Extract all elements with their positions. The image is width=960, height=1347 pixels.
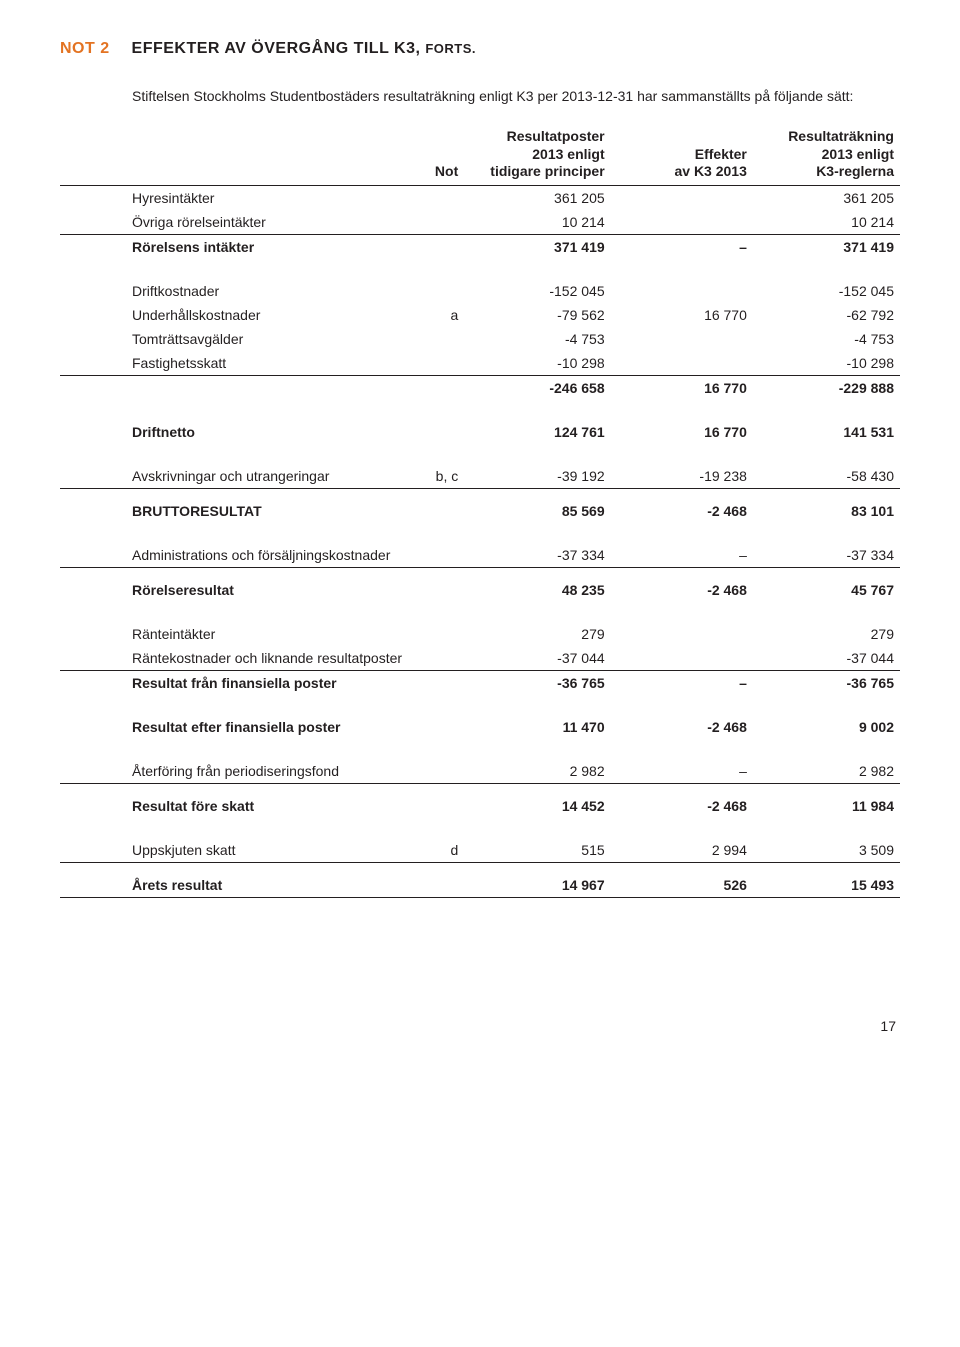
table-row: Fastighetsskatt -10 298 -10 298 <box>60 351 900 376</box>
page-number: 17 <box>60 1018 900 1034</box>
table-row: Hyresintäkter 361 205 361 205 <box>60 185 900 210</box>
col-label <box>60 124 416 185</box>
col-prev: Resultatposter 2013 enligt tidigare prin… <box>464 124 610 185</box>
table-row: Återföring från periodiseringsfond 2 982… <box>60 739 900 784</box>
table-row: Rörelseresultat 48 235 -2 468 45 767 <box>60 567 900 602</box>
table-row: Avskrivningar och utrangeringar b, c -39… <box>60 444 900 489</box>
table-row: -246 658 16 770 -229 888 <box>60 375 900 400</box>
table-row: Resultat från finansiella poster -36 765… <box>60 670 900 695</box>
table-row: BRUTTORESULTAT 85 569 -2 468 83 101 <box>60 488 900 523</box>
table-header-row: Not Resultatposter 2013 enligt tidigare … <box>60 124 900 185</box>
table-row: Tomträttsavgälder -4 753 -4 753 <box>60 327 900 351</box>
col-effects: Effekter av K3 2013 <box>611 124 753 185</box>
table-row: Rörelsens intäkter 371 419 – 371 419 <box>60 234 900 259</box>
page-heading: NOT 2 EFFEKTER AV ÖVERGÅNG TILL K3, FORT… <box>60 40 900 58</box>
col-note: Not <box>416 124 465 185</box>
table-row: Resultat före skatt 14 452 -2 468 11 984 <box>60 783 900 818</box>
heading-title: EFFEKTER AV ÖVERGÅNG TILL K3, <box>132 40 426 57</box>
heading-subtitle: FORTS. <box>425 41 476 56</box>
col-k3: Resultaträkning 2013 enligt K3-reglerna <box>753 124 900 185</box>
table-row: Administrations och försäljningskostnade… <box>60 523 900 568</box>
result-table: Not Resultatposter 2013 enligt tidigare … <box>60 124 900 898</box>
table-row: Ränteintäkter 279 279 <box>60 602 900 646</box>
not-label: NOT 2 <box>60 40 110 58</box>
table-row: Driftnetto 124 761 16 770 141 531 <box>60 400 900 444</box>
table-row: Underhållskostnader a -79 562 16 770 -62… <box>60 303 900 327</box>
table-row: Uppskjuten skatt d 515 2 994 3 509 <box>60 818 900 863</box>
intro-text: Stiftelsen Stockholms Studentbostäders r… <box>132 86 900 106</box>
table-row: Resultat efter finansiella poster 11 470… <box>60 695 900 739</box>
table-row: Övriga rörelseintäkter 10 214 10 214 <box>60 210 900 235</box>
table-row: Räntekostnader och liknande resultatpost… <box>60 646 900 671</box>
table-row: Årets resultat 14 967 526 15 493 <box>60 862 900 897</box>
table-row: Driftkostnader -152 045 -152 045 <box>60 259 900 303</box>
